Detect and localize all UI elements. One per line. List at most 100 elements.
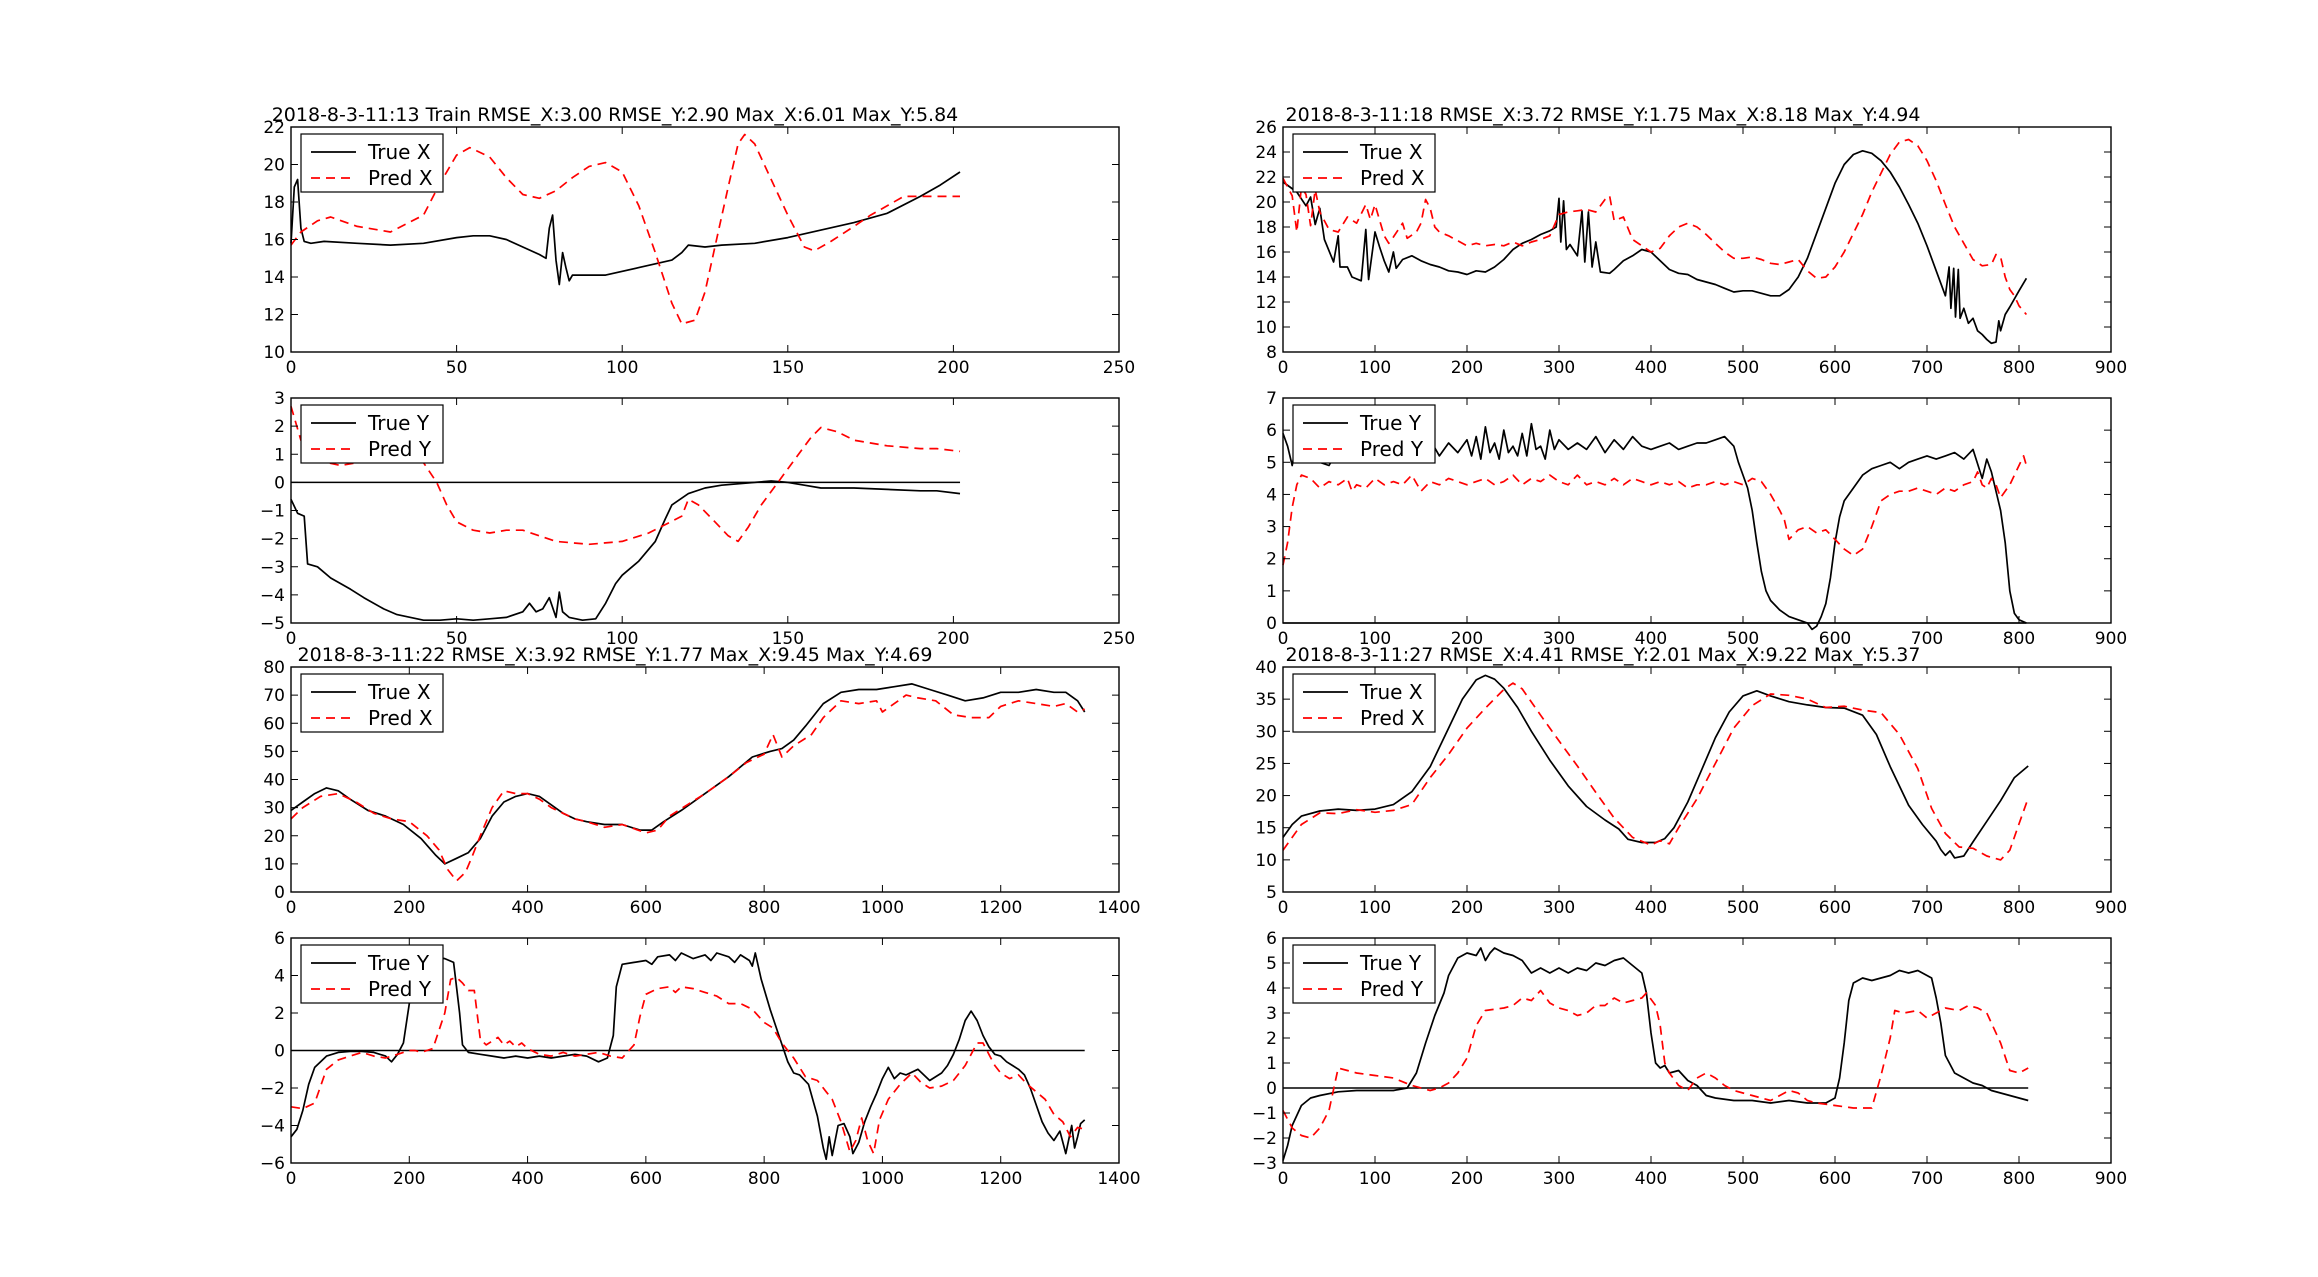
y-tick-label: 80 [263, 658, 285, 678]
series-true-line [1282, 149, 2028, 345]
x-tick-label: 150 [772, 629, 804, 649]
y-tick-label: −2 [260, 1079, 285, 1099]
y-tick-label: 2 [1266, 1029, 1277, 1049]
legend-true-label: True Y [1359, 411, 1422, 435]
x-tick-label: 1000 [861, 898, 904, 918]
x-tick-label: 600 [1819, 629, 1851, 649]
series-pred-line [1282, 682, 2030, 861]
y-tick-label: −1 [260, 502, 285, 522]
x-tick-label: 400 [511, 1169, 543, 1189]
x-tick-label: 800 [748, 898, 780, 918]
plot-frame [1282, 937, 2112, 1164]
x-tick-label: 250 [1103, 629, 1135, 649]
chart-title-2: 2018-8-3-11:18 RMSE_X:3.72 RMSE_Y:1.75 M… [1286, 104, 1921, 126]
x-tick-label: 1000 [861, 1169, 904, 1189]
x-tick-label: 1400 [1097, 898, 1140, 918]
y-tick-label: 16 [263, 231, 285, 251]
y-tick-label: 60 [263, 714, 285, 734]
x-tick-label: 400 [511, 898, 543, 918]
x-tick-label: 500 [1727, 1169, 1759, 1189]
x-tick-label: 200 [1451, 358, 1483, 378]
y-tick-label: 40 [1255, 658, 1277, 678]
y-tick-label: −4 [260, 586, 285, 606]
y-tick-label: 10 [263, 855, 285, 875]
series-true-line [290, 952, 1086, 1161]
x-tick-label: 800 [2003, 898, 2035, 918]
y-tick-label: 7 [1266, 389, 1277, 409]
y-tick-label: 8 [1266, 343, 1277, 363]
chart-panel-3: 2018-8-3-11:22 RMSE_X:3.92 RMSE_Y:1.77 M… [260, 644, 1141, 1189]
x-tick-label: 700 [1911, 898, 1943, 918]
x-tick-label: 150 [772, 358, 804, 378]
y-tick-label: 5 [1266, 883, 1277, 903]
subplot-1-x: 0 50 100 150 200 250 10 12 14 16 18 20 22 True XPred … [263, 118, 1135, 378]
y-tick-label: −2 [260, 530, 285, 550]
y-tick-label: 22 [263, 118, 285, 138]
x-tick-label: 200 [1451, 898, 1483, 918]
y-tick-label: 3 [1266, 1004, 1277, 1024]
legend-pred-label: Pred X [1360, 706, 1425, 730]
y-tick-label: 70 [263, 686, 285, 706]
y-tick-label: 2 [1266, 550, 1277, 570]
subplot-3-x: 0 200 400 600 800 1000 1200 1400 0 10 20 30 40 50 60 70… [263, 658, 1140, 918]
x-tick-label: 200 [1451, 1169, 1483, 1189]
x-tick-label: 250 [1103, 358, 1135, 378]
y-tick-label: −5 [260, 614, 285, 634]
x-tick-label: 600 [1819, 898, 1851, 918]
x-tick-label: 100 [1359, 629, 1391, 649]
y-tick-label: 20 [1255, 787, 1277, 807]
series-true-line [290, 480, 961, 622]
legend-true-label: True X [1359, 680, 1423, 704]
y-tick-label: 30 [263, 799, 285, 819]
x-tick-label: 0 [1278, 898, 1289, 918]
y-tick-label: 0 [274, 1042, 285, 1062]
x-tick-label: 0 [1278, 1169, 1289, 1189]
y-tick-label: 1 [1266, 582, 1277, 602]
subplot-4-x: 0 100 200 300 400 500 600 700 800 900 5 10 15 20 25 30 3… [1255, 658, 2127, 918]
y-tick-label: 1 [274, 445, 285, 465]
x-tick-label: 1200 [979, 1169, 1022, 1189]
legend-box [300, 673, 444, 733]
x-tick-label: 0 [286, 898, 297, 918]
y-tick-label: 0 [1266, 614, 1277, 634]
legend-pred-label: Pred X [368, 706, 433, 730]
x-tick-label: 900 [2095, 629, 2127, 649]
series-true-line [290, 683, 1086, 865]
y-tick-label: 22 [1255, 168, 1277, 188]
y-tick-label: 20 [1255, 193, 1277, 213]
legend-true-label: True Y [367, 951, 430, 975]
y-tick-label: 12 [1255, 293, 1277, 313]
x-tick-label: 700 [1911, 1169, 1943, 1189]
x-tick-label: 500 [1727, 898, 1759, 918]
subplot-3-y: 0 200 400 600 800 1000 1200 1400 −6 −4 −2 0 2 4 6 True … [260, 929, 1141, 1189]
y-tick-label: 2 [274, 1004, 285, 1024]
series-pred-line [1282, 138, 2028, 316]
x-tick-label: 500 [1727, 358, 1759, 378]
plot-frame [1282, 397, 2112, 624]
x-tick-label: 400 [1635, 629, 1667, 649]
legend-pred-label: Pred Y [368, 977, 432, 1001]
y-tick-label: 5 [1266, 453, 1277, 473]
chart-panel-1: 2018-8-3-11:13 Train RMSE_X:3.00 RMSE_Y:… [260, 104, 1135, 649]
y-tick-label: 2 [274, 417, 285, 437]
x-tick-label: 600 [1819, 358, 1851, 378]
x-tick-label: 300 [1543, 898, 1575, 918]
series-pred-line [290, 133, 960, 325]
y-tick-label: 25 [1255, 754, 1277, 774]
x-tick-label: 0 [1278, 629, 1289, 649]
y-tick-label: 18 [1255, 218, 1277, 238]
x-tick-label: 200 [1451, 629, 1483, 649]
y-tick-label: 14 [263, 268, 285, 288]
y-tick-label: 16 [1255, 243, 1277, 263]
chart-title-4: 2018-8-3-11:27 RMSE_X:4.41 RMSE_Y:2.01 M… [1286, 644, 1921, 666]
x-tick-label: 100 [606, 629, 638, 649]
y-tick-label: 30 [1255, 722, 1277, 742]
y-tick-label: 10 [1255, 851, 1277, 871]
y-tick-label: 1 [1266, 1054, 1277, 1074]
x-tick-label: 0 [286, 1169, 297, 1189]
x-tick-label: 0 [286, 358, 297, 378]
y-tick-label: −4 [260, 1117, 285, 1137]
subplot-4-y: 0 100 200 300 400 500 600 700 800 900 −3 −2 −1 0 1 2 3 4 5… [1252, 929, 2127, 1189]
x-tick-label: 600 [1819, 1169, 1851, 1189]
y-tick-label: 6 [1266, 421, 1277, 441]
